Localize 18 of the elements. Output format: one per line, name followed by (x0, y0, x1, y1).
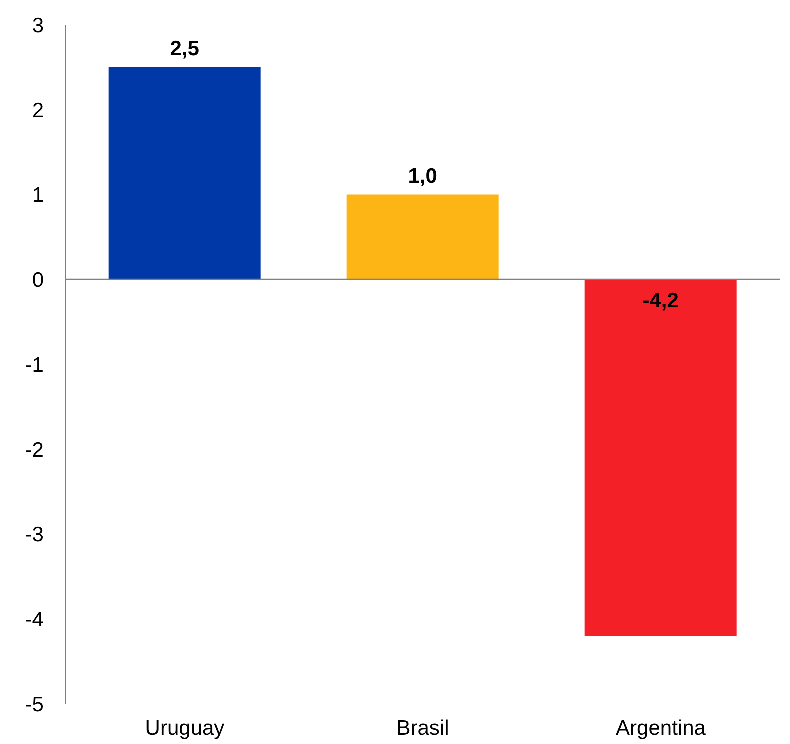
y-tick-label: -5 (25, 693, 44, 716)
data-label: -4,2 (642, 290, 679, 313)
data-label: 1,0 (408, 164, 438, 188)
y-tick-label: -2 (25, 438, 44, 462)
y-tick-label: 0 (32, 269, 44, 292)
y-tick-label: -4 (25, 608, 44, 632)
data-label: 2,5 (170, 37, 200, 60)
y-tick-label: 1 (32, 184, 44, 208)
y-tick-label: 3 (32, 14, 44, 38)
x-tick-label: Uruguay (145, 716, 226, 740)
x-tick-label: Argentina (616, 716, 706, 740)
y-tick-label: 2 (32, 99, 44, 122)
y-tick-label: -3 (25, 524, 44, 547)
bar (108, 67, 261, 280)
x-tick-label: Brasil (396, 716, 450, 740)
bar (346, 194, 499, 280)
bar (584, 280, 737, 636)
y-tick-label: -1 (25, 354, 44, 377)
